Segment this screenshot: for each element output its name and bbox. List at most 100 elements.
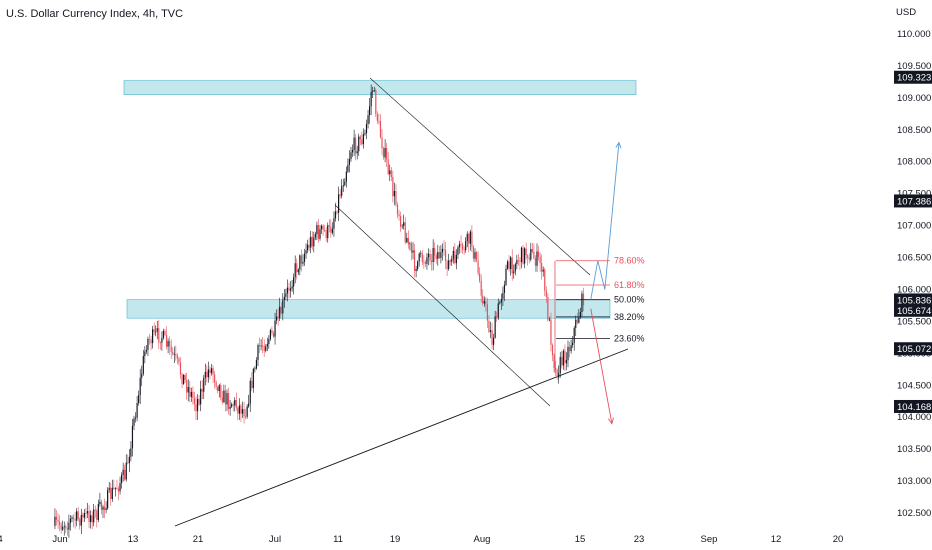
candle (136, 402, 138, 418)
price-tick-label: 105.500 (897, 316, 931, 327)
candle (215, 382, 217, 387)
candle (272, 332, 275, 337)
currency-label: USD (896, 7, 916, 18)
candle (520, 247, 523, 262)
candle (93, 509, 95, 523)
candle (418, 253, 420, 262)
candle (376, 114, 378, 121)
candle (393, 190, 395, 197)
candle (119, 483, 121, 492)
candle (338, 194, 340, 213)
price-tick-label: 107.500 (897, 189, 931, 200)
candle (358, 136, 360, 152)
candle (317, 225, 320, 239)
candle (475, 252, 478, 261)
candle (429, 253, 431, 261)
candle (240, 405, 242, 414)
trendlines-layer (174, 77, 629, 527)
candle (420, 253, 422, 255)
candle (311, 236, 313, 247)
time-tick-label: 12 (771, 534, 782, 545)
candle (448, 260, 450, 270)
candle (88, 511, 90, 523)
candle (537, 251, 540, 257)
price-badge-label: 107.386 (897, 196, 931, 207)
candle (545, 290, 547, 297)
candle (434, 247, 436, 256)
candle (254, 368, 256, 370)
candle (80, 515, 82, 526)
candle (162, 330, 165, 339)
candle (142, 356, 144, 374)
candle (294, 263, 296, 278)
time-tick-label: 23 (634, 534, 645, 545)
candle (305, 250, 307, 254)
candle (573, 327, 575, 343)
candle (494, 316, 496, 338)
fib-level-label: 50.00% (614, 295, 645, 305)
time-tick-label: 19 (390, 534, 401, 545)
candle (378, 120, 380, 122)
candle (404, 222, 406, 243)
candle (111, 487, 113, 499)
candle (401, 225, 403, 227)
candle (406, 237, 408, 243)
candle (506, 261, 509, 269)
candle (320, 225, 323, 230)
candle (68, 522, 70, 530)
candle (262, 345, 264, 347)
candle (212, 368, 214, 375)
candle (342, 185, 344, 187)
candle (114, 488, 116, 489)
candle (147, 338, 149, 350)
candle (536, 251, 538, 266)
candle (370, 92, 372, 107)
candle (153, 329, 155, 332)
fib-layer: 78.60% 61.80% 50.00% 38.20% 23.60% (554, 256, 645, 373)
candle (499, 302, 501, 304)
candle (299, 255, 301, 270)
candle (303, 253, 306, 262)
candle (266, 343, 268, 347)
candle (387, 159, 389, 175)
candle (103, 506, 106, 511)
candle (289, 288, 292, 291)
candle (229, 406, 231, 409)
candle (220, 385, 222, 398)
candle (319, 229, 321, 239)
candle (567, 346, 569, 361)
candle (519, 260, 521, 262)
candle (183, 374, 185, 384)
candle (204, 371, 206, 378)
candle (83, 512, 85, 518)
candle (276, 316, 278, 321)
candle (407, 237, 409, 245)
price-tick-label: 103.000 (897, 476, 931, 487)
projections-layer (590, 141, 622, 425)
candle (458, 243, 461, 248)
candle (214, 374, 216, 383)
fib-level-label: 78.60% (614, 256, 645, 266)
candle (350, 152, 352, 159)
candle (432, 247, 434, 263)
candle (300, 255, 302, 264)
candle (207, 369, 209, 378)
candle (469, 231, 471, 244)
price-badge (894, 342, 932, 356)
candle (452, 250, 454, 260)
time-tick-label: 11 (333, 534, 343, 545)
time-tick-label: 13 (128, 534, 139, 545)
candle (415, 269, 417, 271)
candle (203, 377, 205, 392)
candle (381, 137, 383, 149)
candle (431, 260, 433, 263)
fib-level-label: 23.60% (614, 334, 645, 344)
candle (472, 246, 475, 259)
candle (235, 399, 237, 408)
candle (372, 90, 374, 93)
candle (258, 345, 261, 347)
candle (302, 261, 304, 264)
price-badge-label: 105.836 (897, 295, 931, 306)
candle (382, 148, 385, 158)
